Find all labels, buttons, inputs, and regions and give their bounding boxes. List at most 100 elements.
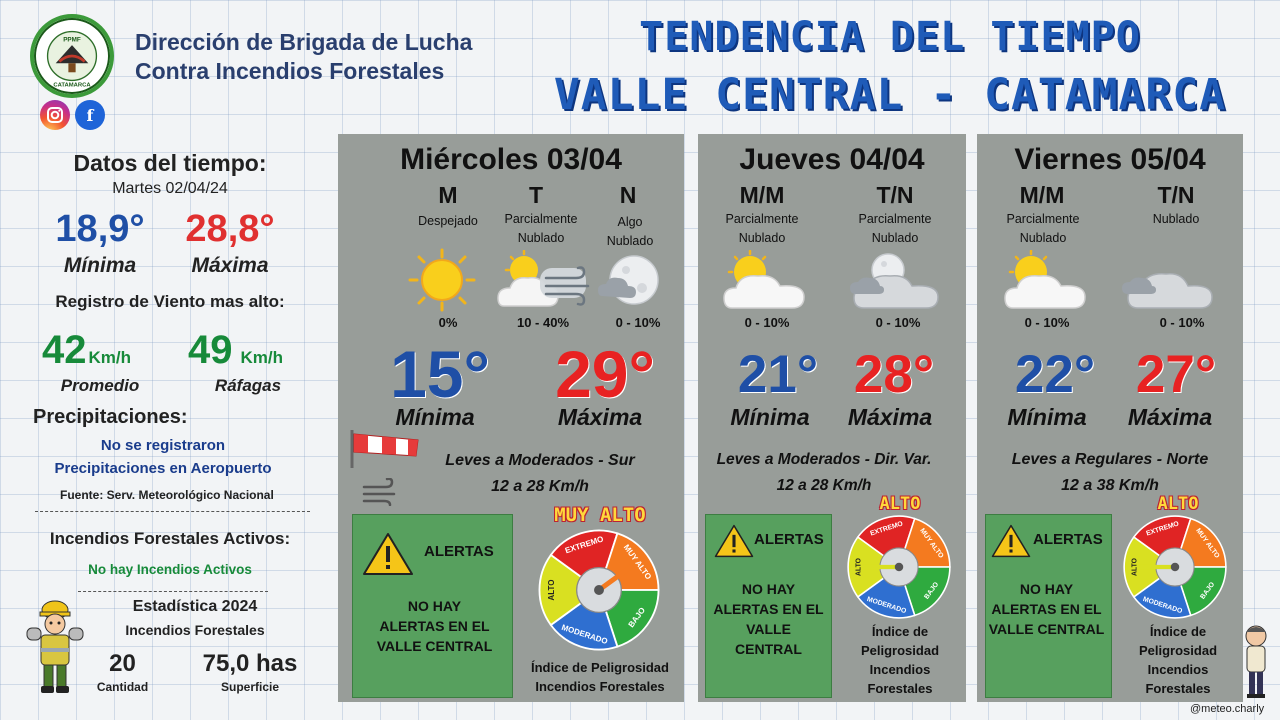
alert-box xyxy=(352,514,513,698)
caption-line: Forestales xyxy=(867,681,933,696)
alert-text: NO HAY ALERTAS EN EL VALLE CENTRAL xyxy=(352,596,517,656)
wind-gust-unit: Km/h xyxy=(240,348,284,367)
period-desc-line: Parcialmente xyxy=(725,212,799,226)
alert-line: VALLE CENTRAL xyxy=(376,638,493,654)
forecast-min-temp: 22° xyxy=(1014,345,1096,404)
period-desc-line: Algo xyxy=(617,215,643,229)
moon-cloud-icon xyxy=(596,252,666,310)
active-fires-status: No hay Incendios Activos xyxy=(88,562,252,577)
warning-icon xyxy=(714,524,754,558)
gauge-segment-label: ALTO xyxy=(1132,557,1139,576)
wind-avg-value: 42 Km/h xyxy=(42,328,131,373)
period-label: T/N xyxy=(1157,182,1195,208)
danger-level: MUY ALTO xyxy=(554,504,646,526)
gauge-needle xyxy=(596,562,636,593)
precip-chance: 0 - 10% xyxy=(744,315,790,330)
period-desc: Parcialmente Nublado xyxy=(993,210,1093,248)
warning-icon xyxy=(362,532,414,576)
instagram-icon[interactable] xyxy=(40,100,70,130)
forecast-max-temp: 27° xyxy=(1135,345,1217,404)
stats-title: Estadística 2024 xyxy=(132,598,258,615)
wind-avg-label: Promedio xyxy=(60,376,140,395)
precip-title: Precipitaciones: xyxy=(33,406,188,428)
wind-direction: Leves a Moderados - Sur xyxy=(445,452,635,469)
period-desc-line: Nublado xyxy=(871,231,919,245)
wind-speed: 12 a 38 Km/h xyxy=(1061,477,1159,494)
brigade-logo: PPMF CATAMARCA xyxy=(30,14,114,98)
period-label: N xyxy=(619,182,637,208)
period-label: M/M xyxy=(1019,182,1065,208)
weather-data-title: Datos del tiempo: xyxy=(73,150,267,176)
caption-line: Incendios Forestales xyxy=(535,679,665,694)
wind-forecast: Leves a Moderados - Sur 12 a 28 Km/h xyxy=(405,448,675,500)
caption-line: Incendios xyxy=(1147,662,1209,677)
gauge-pivot xyxy=(1170,562,1180,572)
period-desc: Algo Nublado xyxy=(585,213,675,251)
alert-text: NO HAY ALERTAS EN EL VALLE CENTRAL xyxy=(985,579,1108,639)
logo-text-bottom: CATAMARCA xyxy=(53,83,91,89)
forecast-min-label: Mínima xyxy=(730,404,810,430)
caption-line: Peligrosidad xyxy=(1138,643,1218,658)
forecast-max-label: Máxima xyxy=(557,404,643,430)
alert-line: ALERTAS EN EL xyxy=(379,618,490,634)
forecast-max-label: Máxima xyxy=(1127,404,1213,430)
org-line-2: Contra Incendios Forestales xyxy=(135,58,445,84)
precip-chance: 0 - 10% xyxy=(1024,315,1070,330)
wind-icon xyxy=(360,478,400,506)
period-desc: Despejado xyxy=(418,214,478,228)
precip-line-2: Precipitaciones en Aeropuerto xyxy=(54,460,272,477)
alert-line: VALLE xyxy=(746,621,791,637)
period-desc: Nublado xyxy=(1152,212,1200,226)
wind-speed: 12 a 28 Km/h xyxy=(491,478,589,495)
period-label: T xyxy=(528,182,544,208)
wind-gust-value: 49 Km/h xyxy=(188,328,283,373)
wind-gust-number: 49 xyxy=(188,328,233,372)
partly-cloudy-wind-icon xyxy=(496,250,600,312)
period-label: M xyxy=(438,182,458,208)
period-desc-line: Nublado xyxy=(606,234,654,248)
forecast-min-label: Mínima xyxy=(395,404,475,430)
alert-line: NO HAY xyxy=(407,598,462,614)
burned-area-value: 75,0 has xyxy=(202,650,298,677)
partly-cloudy-icon xyxy=(718,250,810,312)
observed-max-label: Máxima xyxy=(191,254,269,277)
fire-danger-gauge: EXTREMO MUY ALTO BAJO MODERADO ALTO xyxy=(846,514,952,620)
active-fires-title: Incendios Forestales Activos: xyxy=(49,529,291,548)
caption-line: Índice de xyxy=(1149,624,1207,639)
day-title: Miércoles 03/04 xyxy=(400,143,622,176)
author-credit: @meteo.charly xyxy=(1190,703,1265,715)
fire-danger-gauge: EXTREMO MUY ALTO BAJO MODERADO ALTO xyxy=(537,528,661,652)
main-title-line-1: TENDENCIA DEL TIEMPO xyxy=(639,14,1141,60)
precip-chance: 10 - 40% xyxy=(516,315,570,330)
alert-title: ALERTAS xyxy=(424,543,494,560)
wind-forecast: Leves a Moderados - Dir. Var. 12 a 28 Km… xyxy=(690,447,958,499)
wind-speed: 12 a 28 Km/h xyxy=(776,477,872,494)
day-title: Viernes 05/04 xyxy=(1014,143,1206,176)
alert-line: NO HAY xyxy=(1019,581,1074,597)
sun-icon xyxy=(402,248,482,312)
wind-avg-number: 42 xyxy=(42,328,87,372)
caption-line: Índice de xyxy=(871,624,929,639)
fire-count-value: 20 xyxy=(109,650,136,677)
alert-line: CENTRAL xyxy=(735,641,802,657)
danger-index-caption: Índice de Peligrosidad Incendios Foresta… xyxy=(515,658,685,696)
forecast-max-temp: 29° xyxy=(555,337,655,411)
wind-avg-unit: Km/h xyxy=(88,348,132,367)
gauge-segment-alto xyxy=(538,553,601,627)
forecast-max-label: Máxima xyxy=(847,404,933,430)
danger-level: ALTO xyxy=(879,494,921,514)
danger-index-caption: Índice de Peligrosidad Incendios Foresta… xyxy=(835,622,965,698)
wind-direction: Leves a Regulares - Norte xyxy=(1011,451,1209,468)
windsock-icon xyxy=(348,428,424,468)
period-desc: Parcialmente Nublado xyxy=(712,210,812,248)
alert-line: ALERTAS EN EL xyxy=(991,601,1102,617)
caption-line: Incendios xyxy=(869,662,931,677)
observed-max-temp: 28,8° xyxy=(185,208,275,250)
period-desc-line: Parcialmente xyxy=(858,212,932,226)
burned-area-label: Superficie xyxy=(220,680,280,694)
facebook-icon[interactable]: f xyxy=(75,100,105,130)
alert-line: ALERTAS EN EL xyxy=(713,601,824,617)
wind-gust-label: Ráfagas xyxy=(214,376,282,395)
